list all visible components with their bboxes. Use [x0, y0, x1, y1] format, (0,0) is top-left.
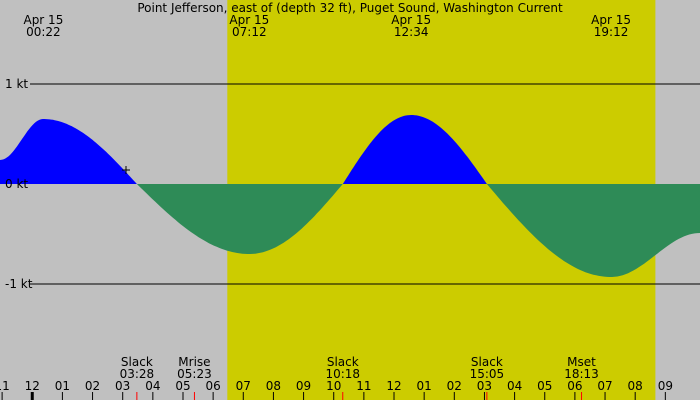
flood-current-area — [342, 115, 487, 184]
y-tick-label: -1 kt — [5, 277, 33, 291]
hour-tick-label: 01 — [417, 379, 432, 393]
event-time-label: 10:18 — [325, 367, 360, 381]
top-time-label: 07:12 — [232, 25, 267, 39]
crosshair-cursor — [122, 166, 130, 174]
top-time-label: 19:12 — [594, 25, 629, 39]
hour-tick-label: 03 — [115, 379, 130, 393]
hour-tick-label: 09 — [296, 379, 311, 393]
ebb-current-area — [486, 184, 700, 277]
event-name-label: Mrise — [178, 355, 210, 369]
event-time-label: 03:28 — [120, 367, 155, 381]
hour-tick-label: 10 — [326, 379, 341, 393]
top-date-label: Apr 15 — [391, 13, 431, 27]
hour-tick-label: 01 — [55, 379, 70, 393]
hour-tick-label: 09 — [658, 379, 673, 393]
hour-tick-label: 02 — [85, 379, 100, 393]
hour-tick-label: 05 — [537, 379, 552, 393]
hour-tick-label: 06 — [567, 379, 582, 393]
event-name-label: Slack — [471, 355, 503, 369]
hour-tick-label: 12 — [25, 379, 40, 393]
top-time-label: 12:34 — [394, 25, 429, 39]
event-name-label: Slack — [327, 355, 359, 369]
hour-tick-label: 11 — [0, 379, 10, 393]
hour-tick-label: 04 — [507, 379, 522, 393]
flood-current-area — [0, 119, 137, 184]
hour-tick-label: 06 — [205, 379, 220, 393]
event-time-label: 05:23 — [177, 367, 212, 381]
hour-tick-label: 08 — [628, 379, 643, 393]
hour-tick-label: 12 — [386, 379, 401, 393]
hour-tick-label: 07 — [597, 379, 612, 393]
event-time-label: 18:13 — [564, 367, 599, 381]
event-time-label: 15:05 — [470, 367, 505, 381]
top-date-label: Apr 15 — [23, 13, 63, 27]
hour-tick-label: 11 — [356, 379, 371, 393]
ebb-current-area — [136, 184, 343, 254]
y-tick-label: 0 kt — [5, 177, 28, 191]
hour-tick-label: 03 — [477, 379, 492, 393]
y-tick-label: 1 kt — [5, 77, 28, 91]
chart-title: Point Jefferson, east of (depth 32 ft), … — [137, 1, 563, 15]
hour-tick-label: 08 — [266, 379, 281, 393]
event-name-label: Mset — [567, 355, 596, 369]
top-date-label: Apr 15 — [591, 13, 631, 27]
hour-tick-label: 04 — [145, 379, 160, 393]
hour-tick-label: 05 — [175, 379, 190, 393]
midnight-marker — [30, 392, 34, 400]
hour-tick-label: 02 — [447, 379, 462, 393]
top-date-label: Apr 15 — [229, 13, 269, 27]
event-name-label: Slack — [121, 355, 153, 369]
hour-tick-label: 07 — [236, 379, 251, 393]
top-time-label: 00:22 — [26, 25, 61, 39]
